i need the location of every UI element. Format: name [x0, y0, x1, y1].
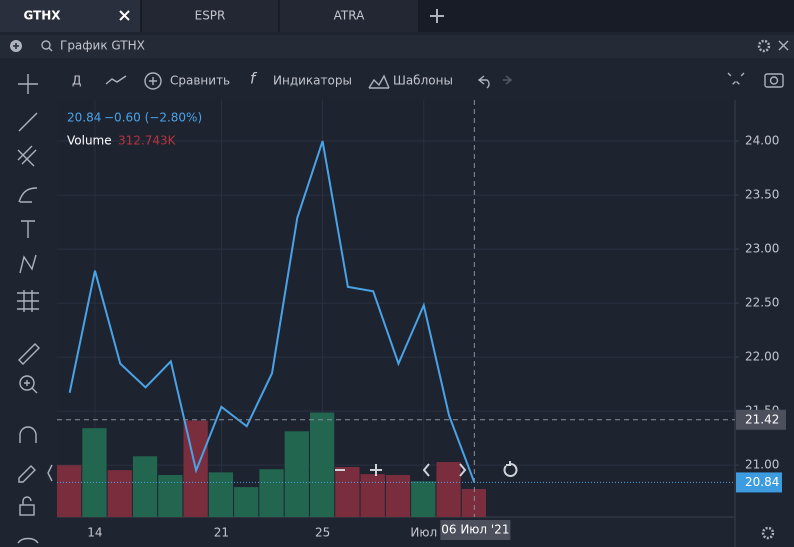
symbol-title: График GTHX [60, 39, 145, 53]
pattern-tool[interactable] [19, 254, 37, 274]
forecast-tool[interactable] [17, 290, 39, 312]
crosshair-tool[interactable] [18, 74, 38, 94]
reset[interactable] [503, 461, 518, 477]
indicators-icon[interactable]: f [250, 70, 258, 88]
volume-bar [208, 472, 234, 517]
cursor-date-bg [440, 520, 511, 540]
y-tick-label: 21.00 [745, 458, 779, 472]
brush-tool[interactable] [18, 187, 38, 203]
volume-bar [284, 431, 309, 517]
symbol-bar [0, 35, 794, 58]
volume-bar [82, 428, 107, 517]
undo[interactable] [477, 75, 490, 89]
screenshot[interactable] [764, 73, 784, 88]
magnet-tool[interactable] [19, 426, 37, 443]
templates-icon[interactable] [368, 74, 390, 89]
add-tab[interactable] [430, 9, 444, 23]
legend-last: 20.84 [67, 111, 101, 125]
tab[interactable] [142, 0, 278, 32]
volume-bar [259, 469, 284, 517]
drawing-tools [17, 74, 40, 544]
legend-volume-value: 312.743K [118, 134, 177, 148]
lock-tool[interactable] [19, 504, 35, 516]
plot-area [57, 100, 735, 517]
text-tool[interactable] [21, 220, 35, 238]
fullscreen[interactable] [727, 72, 745, 90]
lock-draw-tool[interactable] [18, 465, 36, 483]
trendline-tool[interactable] [18, 112, 38, 132]
cursor-date: 06 Июл '21 [441, 523, 509, 537]
last-price-bg [736, 472, 782, 493]
zoom-tool[interactable] [19, 375, 35, 391]
y-tick-label: 22.00 [745, 350, 779, 364]
plot [57, 100, 735, 517]
volume-bar [107, 470, 132, 517]
y-tick-label: 23.00 [745, 242, 779, 256]
y-tick-label: 23.50 [745, 188, 779, 202]
crosshair-label: 21.42 [745, 412, 779, 426]
chart-style-icon[interactable] [105, 75, 127, 85]
tab-label: GTHX [23, 9, 61, 23]
zoom-tool [24, 380, 38, 394]
close-icon[interactable] [778, 40, 789, 51]
axis-settings[interactable] [761, 526, 775, 540]
scroll-left[interactable] [422, 463, 430, 477]
x-tick-label: 25 [315, 526, 330, 540]
tab-label: ATRA [334, 9, 365, 23]
zoom-in[interactable] [370, 464, 382, 476]
price-line [68, 140, 476, 483]
volume-bar [436, 462, 461, 517]
add-icon-plus [13, 43, 19, 49]
scroll-right[interactable] [459, 463, 467, 477]
x-tick-label: Июл [410, 526, 437, 540]
tab-label: ESPR [195, 9, 226, 23]
volume-bar [335, 466, 360, 517]
volume-bar [461, 489, 486, 517]
y-tick-label: 22.50 [745, 296, 779, 310]
y-tick-label: 24.00 [745, 134, 779, 148]
eye-tool[interactable] [17, 537, 39, 544]
fib-tool[interactable] [17, 145, 37, 167]
crosshair-label-bg [736, 409, 786, 430]
compare-icon[interactable] [144, 72, 162, 90]
nav-controls [335, 461, 518, 477]
measure-tool[interactable] [18, 343, 40, 365]
search-icon [48, 47, 53, 52]
compare[interactable]: Сравнить [170, 74, 230, 88]
collapse-toolbar[interactable] [47, 464, 53, 482]
indicators[interactable]: Индикаторы [273, 74, 352, 88]
x-tick-label: 14 [87, 526, 102, 540]
volume-bar [158, 475, 183, 517]
legend-volume-title: Volume [67, 134, 112, 148]
volume-bar [132, 456, 158, 517]
legend-change: −0.60 (−2.80%) [104, 111, 202, 125]
lock-tool [22, 496, 32, 505]
volume-bar [360, 474, 385, 517]
redo[interactable] [503, 75, 513, 85]
screenshot [769, 76, 779, 85]
templates[interactable]: Шаблоны [393, 74, 453, 88]
volume-bar [234, 487, 259, 517]
settings-icon[interactable] [757, 39, 771, 53]
interval[interactable]: Д [72, 74, 81, 88]
compare-icon [149, 77, 157, 85]
close-tab[interactable] [119, 10, 130, 21]
tab[interactable] [280, 0, 418, 32]
volume-bar [385, 475, 411, 517]
last-price-label: 20.84 [745, 475, 779, 489]
search-icon[interactable] [41, 40, 51, 50]
volume-bar [411, 481, 436, 517]
volume-bar [309, 412, 335, 517]
tab-active[interactable] [0, 0, 140, 32]
volume-bar [57, 465, 82, 517]
x-tick-label: 21 [214, 526, 229, 540]
